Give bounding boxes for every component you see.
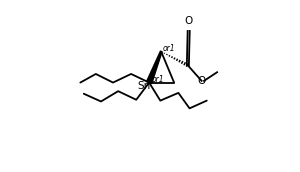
Text: Sn: Sn: [138, 81, 151, 91]
Text: O: O: [184, 16, 193, 26]
Text: or1: or1: [152, 75, 164, 84]
Text: O: O: [197, 76, 206, 86]
Text: or1: or1: [163, 44, 175, 53]
Polygon shape: [147, 51, 162, 84]
